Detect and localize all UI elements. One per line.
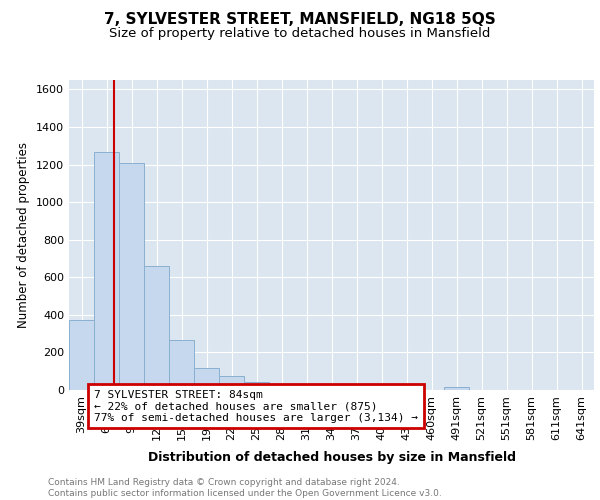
Bar xyxy=(269,387,294,390)
Bar xyxy=(219,376,244,390)
Bar xyxy=(244,382,269,390)
Bar xyxy=(94,152,119,390)
Text: Contains HM Land Registry data © Crown copyright and database right 2024.
Contai: Contains HM Land Registry data © Crown c… xyxy=(48,478,442,498)
Text: 7, SYLVESTER STREET, MANSFIELD, NG18 5QS: 7, SYLVESTER STREET, MANSFIELD, NG18 5QS xyxy=(104,12,496,28)
Bar xyxy=(169,340,194,390)
Bar xyxy=(344,386,369,390)
X-axis label: Distribution of detached houses by size in Mansfield: Distribution of detached houses by size … xyxy=(148,451,515,464)
Bar xyxy=(444,386,469,390)
Bar xyxy=(194,368,219,390)
Y-axis label: Number of detached properties: Number of detached properties xyxy=(17,142,31,328)
Bar xyxy=(119,162,144,390)
Text: Size of property relative to detached houses in Mansfield: Size of property relative to detached ho… xyxy=(109,28,491,40)
Bar xyxy=(144,266,169,390)
Text: 7 SYLVESTER STREET: 84sqm
← 22% of detached houses are smaller (875)
77% of semi: 7 SYLVESTER STREET: 84sqm ← 22% of detac… xyxy=(94,390,418,423)
Bar xyxy=(69,320,94,390)
